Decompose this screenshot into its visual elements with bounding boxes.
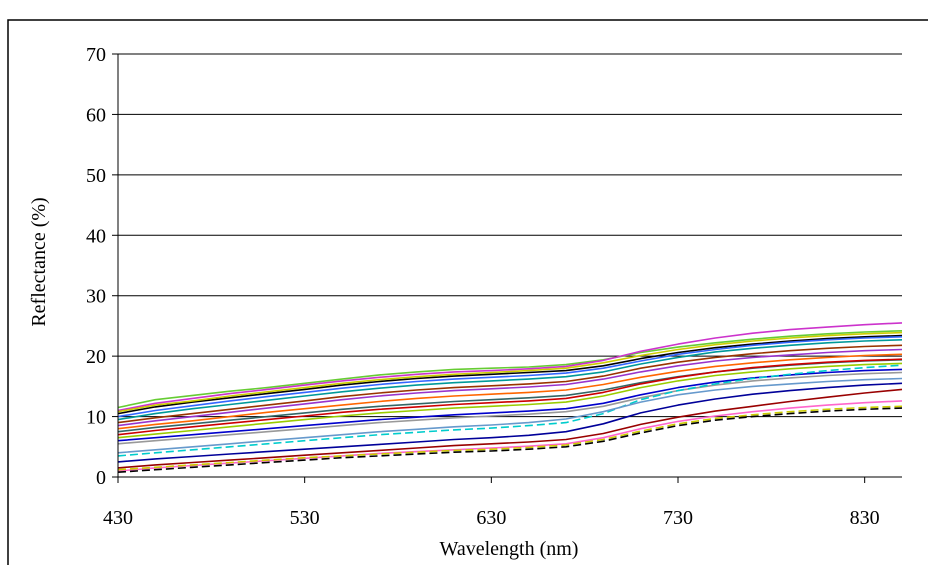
series-line-16 (117, 377, 903, 454)
y-tick-label: 10 (86, 407, 106, 429)
series-line-11 (117, 358, 903, 436)
gridlines (118, 53, 902, 418)
series-line-19 (117, 400, 903, 472)
series-line-15 (117, 364, 903, 457)
series-line-2 (117, 322, 903, 412)
series-line-3 (117, 334, 903, 415)
y-tick-label: 0 (96, 467, 106, 489)
series-layer (117, 322, 903, 473)
x-tick-label: 530 (290, 507, 320, 529)
chart-border (7, 19, 928, 565)
y-tick-label: 50 (86, 165, 106, 187)
y-tick-label: 20 (86, 346, 106, 368)
x-tick-label: 630 (476, 507, 506, 529)
x-tick-label: 430 (103, 507, 133, 529)
x-axis-label: Wavelength (nm) (440, 538, 579, 560)
series-line-6 (117, 339, 903, 421)
series-line-7 (117, 344, 903, 424)
series-line-12 (117, 362, 903, 439)
series-line-8 (117, 348, 903, 427)
series-line-5 (117, 336, 903, 418)
y-axis-label: Reflectance (%) (28, 197, 50, 326)
series-line-9 (117, 353, 903, 430)
y-tick-label: 30 (86, 286, 106, 308)
series-line-4 (117, 331, 903, 413)
series-line-17 (117, 382, 903, 463)
y-tick-label: 70 (86, 44, 106, 66)
series-line-18 (117, 388, 903, 469)
x-tick-label: 730 (663, 507, 693, 529)
axes (112, 53, 902, 483)
x-tick-labels: 430 530 630 730 830 (103, 507, 880, 529)
series-line-1 (117, 330, 903, 409)
y-tick-labels: 0 10 20 30 40 50 60 70 (86, 44, 106, 489)
x-tick-label: 830 (850, 507, 880, 529)
y-tick-label: 60 (86, 104, 106, 126)
series-line-14 (117, 371, 903, 445)
y-tick-label: 40 (86, 225, 106, 247)
